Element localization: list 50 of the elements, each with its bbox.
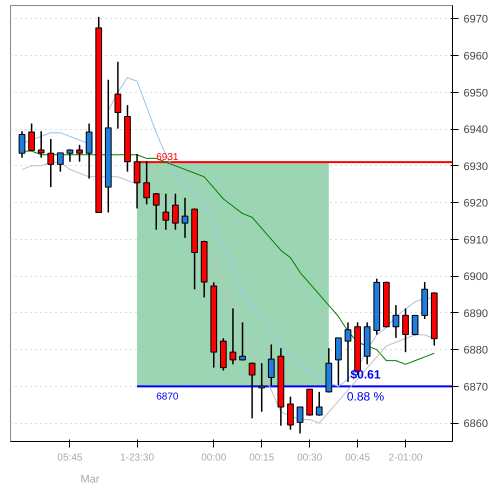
candlestick xyxy=(66,148,74,162)
candlestick xyxy=(268,344,275,386)
x-tick-label: 05:45 xyxy=(57,452,83,464)
candlestick xyxy=(182,197,188,239)
candlestick xyxy=(86,122,92,180)
candlestick xyxy=(335,337,342,386)
candlestick xyxy=(230,308,236,366)
candlestick xyxy=(114,60,122,130)
candlestick xyxy=(162,192,170,230)
candlestick xyxy=(287,396,294,430)
y-tick-label: 6890 xyxy=(464,308,488,320)
y-tick-label: 6960 xyxy=(464,50,488,62)
candlestick xyxy=(28,122,35,152)
y-tick-label: 6860 xyxy=(464,418,488,430)
y-tick-label: 6910 xyxy=(464,234,488,246)
annotation: $0.61 xyxy=(350,368,381,382)
candlestick xyxy=(402,308,409,353)
y-tick-label: 6870 xyxy=(464,381,488,394)
candlestick xyxy=(38,130,45,158)
candlestick xyxy=(344,322,352,383)
candlestick xyxy=(258,362,266,412)
candlestick xyxy=(152,192,160,230)
x-tick-label: 00:00 xyxy=(201,452,227,464)
candlestick xyxy=(412,314,418,336)
x-tick-label: 00:15 xyxy=(249,452,275,464)
candlestick xyxy=(248,362,256,420)
candlestick xyxy=(316,391,323,417)
x-tick-label: 1-23:30 xyxy=(120,452,154,464)
ref-line-label: 6870 xyxy=(156,391,179,402)
ref-line-label: 6931 xyxy=(156,152,179,164)
candlestick xyxy=(239,322,246,362)
y-tick-label: 6970 xyxy=(464,14,488,26)
x-tick-label: 00:45 xyxy=(345,452,371,464)
y-tick-label: 6900 xyxy=(464,271,488,284)
candlestick xyxy=(296,406,304,434)
y-tick-label: 6930 xyxy=(464,160,488,173)
candlestick xyxy=(76,144,83,162)
y-tick-label: 6950 xyxy=(464,87,488,100)
x-tick-label: 00:30 xyxy=(297,452,323,464)
candlestick xyxy=(47,138,54,188)
y-tick-label: 6940 xyxy=(464,124,488,136)
annotation: 0.88 % xyxy=(346,390,385,404)
candlestick xyxy=(172,192,179,230)
text: Mar xyxy=(80,474,100,486)
candlestick xyxy=(56,152,64,172)
x-tick-label: 2-01:00 xyxy=(388,452,423,464)
y-tick-label: 6920 xyxy=(464,198,488,210)
candlestick xyxy=(392,304,400,339)
y-tick-label: 6880 xyxy=(464,344,488,357)
candlestick xyxy=(18,130,26,158)
